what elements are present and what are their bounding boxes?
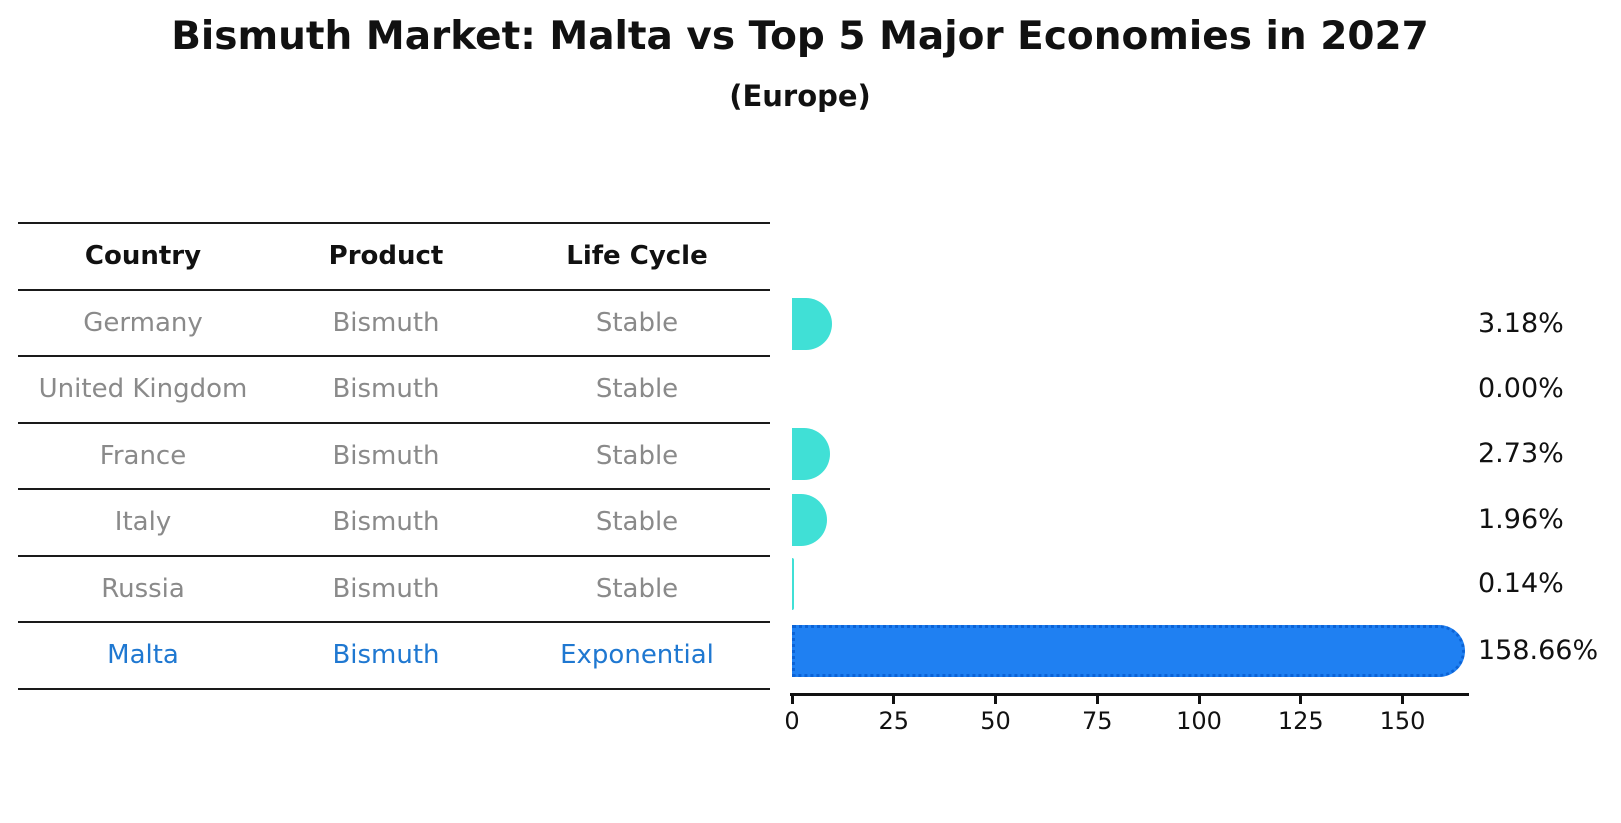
cell-product: Bismuth [332,573,440,604]
bar-malta [792,625,1465,677]
cell-product: Bismuth [332,640,440,671]
column-header-life-cycle: Life Cycle [566,241,708,272]
table-row-france: France Bismuth Stable [18,424,770,490]
value-label-russia: 0.14% [1478,568,1564,599]
bar-italy [792,494,827,546]
cell-country: United Kingdom [38,374,248,405]
table-row-germany: Germany Bismuth Stable [18,291,770,357]
x-axis-line [790,693,1469,696]
x-axis-tick-100 [1197,695,1201,704]
x-axis-tick-75 [1095,695,1099,704]
chart-title: Bismuth Market: Malta vs Top 5 Major Eco… [171,14,1429,59]
x-axis-tick-label: 150 [1379,707,1426,735]
x-axis-tick-label: 100 [1176,707,1222,735]
cell-life-cycle: Stable [595,573,679,604]
cell-life-cycle: Stable [595,507,679,538]
cell-life-cycle: Exponential [560,640,714,671]
table-row-italy: Italy Bismuth Stable [18,490,770,557]
cell-life-cycle: Stable [595,374,679,405]
value-label-germany: 3.18% [1478,308,1564,339]
x-axis-tick-label: 125 [1277,707,1324,735]
cell-country: Germany [83,307,203,338]
x-axis-tick-label: 75 [1081,707,1113,735]
table-body: Germany Bismuth Stable United Kingdom Bismut… [18,291,770,690]
bar-germany [792,298,832,350]
cell-country: Russia [101,573,185,604]
column-header-product: Product [328,241,444,272]
bar-france [792,428,831,480]
x-axis-tick-150 [1401,695,1404,704]
cell-life-cycle: Stable [595,307,679,338]
cell-product: Bismuth [332,440,440,471]
x-axis-tick-label: 50 [980,707,1011,735]
x-axis-tick-label: 25 [878,707,910,735]
x-axis-tick-label: 0 [784,707,800,735]
bar-russia [792,558,794,610]
cell-product: Bismuth [332,507,440,538]
value-label-united-kingdom: 0.00% [1478,373,1564,404]
chart-subtitle: (Europe) [729,79,871,113]
x-axis-tick-25 [892,695,896,704]
cell-country: Italy [114,507,172,538]
cell-country: France [99,440,187,471]
cell-life-cycle: Stable [595,440,679,471]
x-axis-tick-125 [1299,695,1303,704]
value-label-france: 2.73% [1478,438,1564,469]
x-axis-tick-50 [994,695,997,704]
table-row-russia: Russia Bismuth Stable [18,557,770,623]
country-table: Country Product Life Cycle Germany Bismut… [18,222,770,690]
value-label-malta: 158.66% [1478,635,1599,666]
cell-product: Bismuth [332,307,440,338]
cell-product: Bismuth [332,374,440,405]
table-row-malta: Malta Bismuth Exponential [18,623,770,690]
value-label-italy: 1.96% [1478,504,1564,535]
table-row-united-kingdom: United Kingdom Bismuth Stable [18,357,770,424]
column-header-country: Country [84,241,202,272]
cell-country: Malta [107,640,179,671]
x-axis-tick-0 [790,695,794,704]
table-header-row: Country Product Life Cycle [18,224,770,291]
